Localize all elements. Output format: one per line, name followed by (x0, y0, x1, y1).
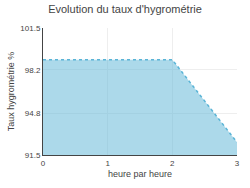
svg-text:heure par heure: heure par heure (108, 169, 172, 179)
svg-text:2: 2 (170, 159, 175, 168)
svg-text:91.5: 91.5 (25, 151, 41, 160)
svg-text:0: 0 (41, 159, 46, 168)
svg-text:Taux hygrométrie %: Taux hygrométrie % (6, 52, 16, 132)
svg-text:Evolution du taux d'hygrométri: Evolution du taux d'hygrométrie (48, 3, 202, 15)
svg-text:3: 3 (235, 159, 240, 168)
svg-text:101.5: 101.5 (20, 24, 41, 33)
svg-text:94.8: 94.8 (25, 109, 41, 118)
svg-text:98.2: 98.2 (25, 66, 41, 75)
svg-text:1: 1 (105, 159, 110, 168)
